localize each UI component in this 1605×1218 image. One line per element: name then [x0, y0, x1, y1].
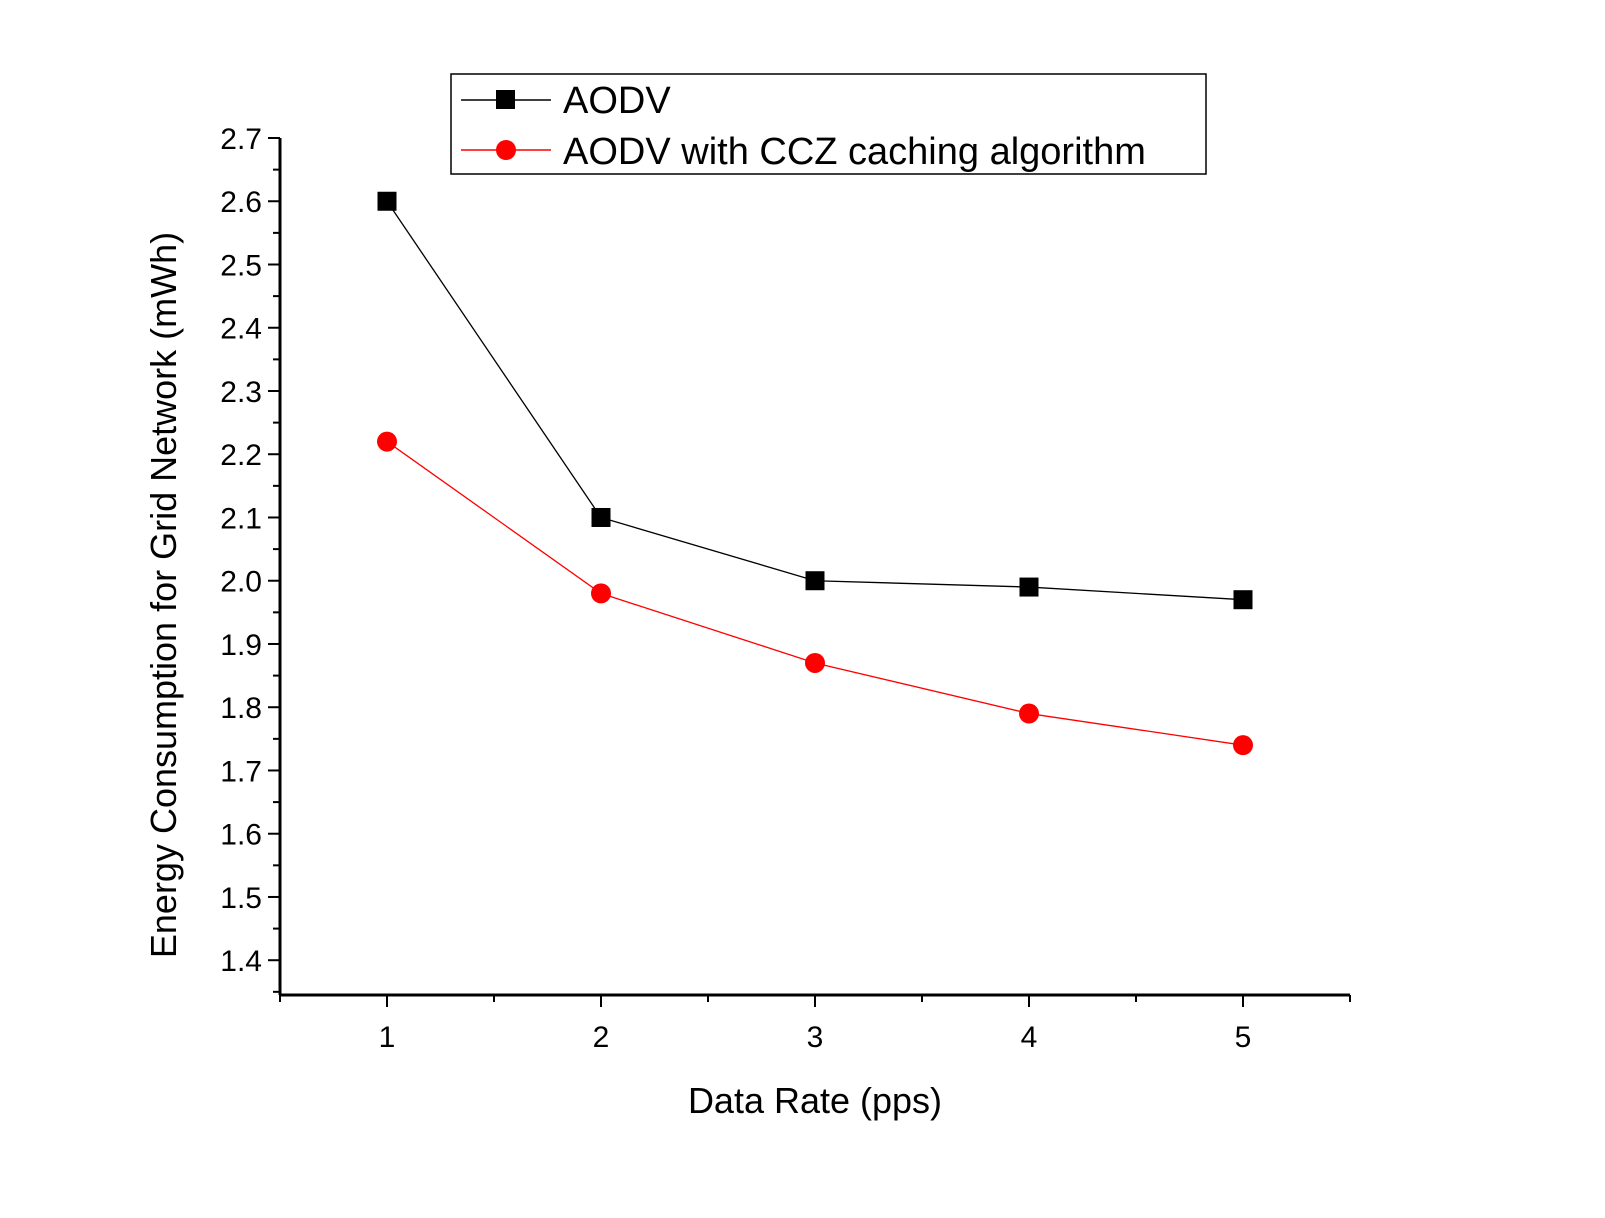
- x-tick-label: 1: [379, 1021, 396, 1054]
- x-tick-label: 4: [1021, 1021, 1038, 1054]
- y-tick-label: 1.4: [220, 945, 262, 978]
- y-axis-title: Energy Consumption for Grid Network (mWh…: [143, 232, 184, 958]
- y-tick-label: 1.5: [220, 882, 262, 915]
- data-point-square: [1019, 577, 1039, 597]
- x-tick-label: 5: [1235, 1021, 1252, 1054]
- series-line: [386, 200, 1244, 601]
- y-tick-label: 1.9: [220, 629, 262, 662]
- legend-box: [450, 73, 1207, 175]
- data-point-circle: [805, 652, 825, 673]
- data-point-square: [805, 571, 825, 591]
- series-line: [386, 441, 1244, 746]
- data-point-circle: [1233, 735, 1253, 756]
- data-point-square: [591, 507, 611, 527]
- y-tick-label: 2.4: [220, 313, 262, 346]
- y-tick-label: 2.3: [220, 376, 262, 409]
- series-layer: [377, 191, 1253, 756]
- series-aodv: [377, 191, 1253, 610]
- y-tick-label: 2.0: [220, 566, 262, 599]
- y-tick-label: 1.8: [220, 692, 262, 725]
- y-tick-label: 1.6: [220, 819, 262, 852]
- legend-label-ccz: AODV with CCZ caching algorithm: [563, 131, 1146, 173]
- y-tick-label: 1.7: [220, 755, 262, 788]
- data-point-circle: [1019, 703, 1039, 724]
- legend: AODV AODV with CCZ caching algorithm: [450, 73, 1207, 175]
- legend-marker-square: [496, 90, 515, 109]
- y-tick-label: 2.2: [220, 439, 262, 472]
- data-point-square: [1233, 590, 1253, 610]
- y-tick-label: 2.1: [220, 502, 262, 535]
- data-point-circle: [377, 431, 397, 452]
- axes: 1.4 1.5 1.6 1.7 1.8 1.9 2.0 2.1 2.2 2.3 2.4 2.5 2.6 2…: [220, 123, 1351, 1054]
- x-tick-label: 2: [593, 1021, 610, 1054]
- legend-label-aodv: AODV: [563, 80, 671, 122]
- data-point-circle: [591, 583, 611, 604]
- x-axis-title: Data Rate (pps): [688, 1080, 942, 1121]
- legend-entry-ccz: AODV with CCZ caching algorithm: [461, 131, 1146, 173]
- data-point-square: [377, 191, 397, 211]
- y-tick-label: 2.6: [220, 186, 262, 219]
- legend-entry-aodv: AODV: [461, 80, 671, 122]
- x-tick-label: 3: [807, 1021, 824, 1054]
- y-tick-label: 2.5: [220, 249, 262, 282]
- legend-marker-circle: [496, 140, 516, 160]
- series-aodv-ccz: [377, 431, 1253, 756]
- y-tick-label: 2.7: [220, 123, 262, 156]
